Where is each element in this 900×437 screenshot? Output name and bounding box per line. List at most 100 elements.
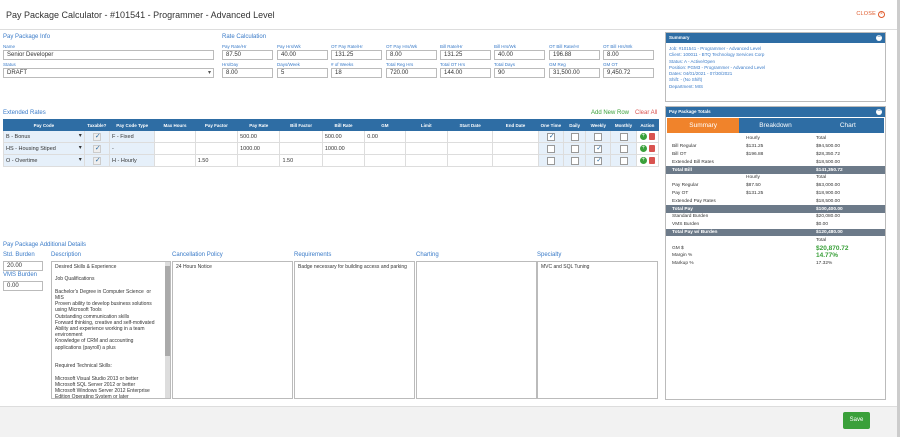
pay-rate-input[interactable]: 1000.00 xyxy=(237,142,281,155)
specialty-textarea[interactable]: MVC and SQL Tuning xyxy=(537,261,658,399)
pay-factor-input[interactable] xyxy=(194,142,239,155)
add-new-row-link[interactable]: Add New Row xyxy=(591,110,630,116)
cancellation-policy-textarea[interactable]: 24 Hours Notice xyxy=(172,261,293,399)
max-hours-input[interactable] xyxy=(154,130,196,143)
trash-icon[interactable] xyxy=(648,145,655,152)
totals-value: $18,900.00 xyxy=(816,190,841,196)
add-row-icon[interactable]: + xyxy=(639,157,647,164)
weekly-checkbox[interactable] xyxy=(594,156,603,165)
extended-rates-table: Pay Code Taxable? Pay Code Type Max Hours Pa… xyxy=(3,119,660,167)
daily-cell xyxy=(562,142,587,155)
collapse-icon[interactable]: − xyxy=(876,107,882,115)
rate-field-input[interactable]: 18 xyxy=(331,68,382,78)
clear-all-link[interactable]: Clear All xyxy=(635,110,658,116)
add-row-icon[interactable]: + xyxy=(639,145,647,152)
rate-field-input[interactable]: 5 xyxy=(277,68,328,78)
end-date-input[interactable] xyxy=(492,142,539,155)
pay-rate-input[interactable] xyxy=(237,154,281,167)
bill-factor-input[interactable] xyxy=(279,130,323,143)
limit-input[interactable] xyxy=(404,130,448,143)
totals-value: $94,500.00 xyxy=(816,144,841,150)
rate-field-input[interactable]: 9,450.72 xyxy=(603,68,654,78)
rate-field-label: Total Days xyxy=(494,62,516,67)
pay-factor-input[interactable] xyxy=(194,130,239,143)
start-date-input[interactable] xyxy=(446,154,494,167)
start-date-input[interactable] xyxy=(446,142,494,155)
rate-field-label: Total Reg Hrs xyxy=(386,62,414,67)
page-scrollbar[interactable] xyxy=(897,0,900,437)
daily-checkbox[interactable] xyxy=(570,144,579,153)
tab-chart[interactable]: Chart xyxy=(811,118,884,133)
pay-rate-input[interactable]: 500.00 xyxy=(237,130,281,143)
rate-field-input[interactable]: 40.00 xyxy=(277,50,328,60)
pay-code-select[interactable]: O - Overtime ▾ xyxy=(3,154,85,167)
trash-icon[interactable] xyxy=(648,157,655,164)
daily-checkbox[interactable] xyxy=(570,132,579,141)
start-date-input[interactable] xyxy=(446,130,494,143)
bill-rate-input[interactable]: 500.00 xyxy=(321,130,366,143)
std-burden-input[interactable]: 20.00 xyxy=(3,261,43,271)
daily-checkbox[interactable] xyxy=(570,156,579,165)
description-textarea[interactable]: Desired Skills & Experience Job Qualific… xyxy=(51,261,171,399)
weekly-checkbox[interactable] xyxy=(594,144,603,153)
pay-code-value: HS - Housing Stiped xyxy=(6,145,56,152)
totals-value: $28,350.72 xyxy=(816,151,841,157)
rate-field-input[interactable]: 8.00 xyxy=(222,68,273,78)
monthly-checkbox[interactable] xyxy=(619,132,628,141)
vms-burden-input[interactable]: 0.00 xyxy=(3,281,43,291)
action-cell: + xyxy=(635,130,660,143)
max-hours-input[interactable] xyxy=(154,154,196,167)
column-header: Pay Factor xyxy=(194,119,239,131)
end-date-input[interactable] xyxy=(492,154,539,167)
rate-field-input[interactable]: 144.00 xyxy=(440,68,491,78)
tab-summary[interactable]: Summary xyxy=(667,118,740,133)
rate-field-input[interactable]: 40.00 xyxy=(494,50,545,60)
rate-field-input[interactable]: 8.00 xyxy=(603,50,654,60)
totals-value: Total xyxy=(816,136,827,142)
weekly-checkbox[interactable] xyxy=(594,132,603,141)
monthly-checkbox[interactable] xyxy=(619,144,628,153)
max-hours-input[interactable] xyxy=(154,142,196,155)
column-header: Bill Factor xyxy=(279,119,323,131)
one-time-checkbox[interactable] xyxy=(546,156,555,165)
taxable-checkbox[interactable] xyxy=(92,132,101,141)
rate-field-input[interactable]: 720.00 xyxy=(386,68,437,78)
name-input[interactable]: Senior Developer xyxy=(3,50,214,60)
totals-row: VMS Burden $0.00 xyxy=(666,221,885,229)
bill-rate-input[interactable] xyxy=(321,154,366,167)
rate-field-input[interactable]: 8.00 xyxy=(386,50,437,60)
one-time-checkbox[interactable] xyxy=(546,144,555,153)
tab-breakdown[interactable]: Breakdown xyxy=(739,118,812,133)
collapse-icon[interactable]: − xyxy=(876,33,882,41)
rate-field-input[interactable]: 131.25 xyxy=(331,50,382,60)
totals-title: Pay Package Totals xyxy=(669,109,711,114)
taxable-checkbox[interactable] xyxy=(92,144,101,153)
charting-textarea[interactable] xyxy=(416,261,537,399)
requirements-textarea[interactable]: Badge necessary for building access and … xyxy=(294,261,415,399)
rate-field-input[interactable]: 131.25 xyxy=(440,50,491,60)
totals-value: 14.77% xyxy=(816,252,839,260)
close-button[interactable]: CLOSE × xyxy=(856,11,885,18)
limit-input[interactable] xyxy=(404,154,448,167)
rate-field-input[interactable]: 87.50 xyxy=(222,50,273,60)
status-select[interactable]: DRAFT xyxy=(3,68,214,78)
monthly-checkbox[interactable] xyxy=(619,156,628,165)
description-scrollbar[interactable] xyxy=(165,262,170,398)
pay-code-select[interactable]: HS - Housing Stiped ▾ xyxy=(3,142,85,155)
rate-field-input[interactable]: 196.88 xyxy=(549,50,600,60)
limit-input[interactable] xyxy=(404,142,448,155)
pay-code-select[interactable]: B - Bonus ▾ xyxy=(3,130,85,143)
bill-factor-input[interactable] xyxy=(279,142,323,155)
bill-rate-input[interactable]: 1000.00 xyxy=(321,142,366,155)
one-time-checkbox[interactable] xyxy=(546,132,555,141)
taxable-checkbox[interactable] xyxy=(92,156,101,165)
trash-icon[interactable] xyxy=(648,133,655,140)
pay-factor-input[interactable]: 1.50 xyxy=(194,154,239,167)
bill-factor-input[interactable]: 1.50 xyxy=(279,154,323,167)
save-button[interactable]: Save xyxy=(843,412,870,429)
summary-line: Shift: - (No Shift) xyxy=(669,77,703,83)
end-date-input[interactable] xyxy=(492,130,539,143)
add-row-icon[interactable]: + xyxy=(639,133,647,140)
rate-field-input[interactable]: 90 xyxy=(494,68,545,78)
rate-field-input[interactable]: 31,500.00 xyxy=(549,68,600,78)
